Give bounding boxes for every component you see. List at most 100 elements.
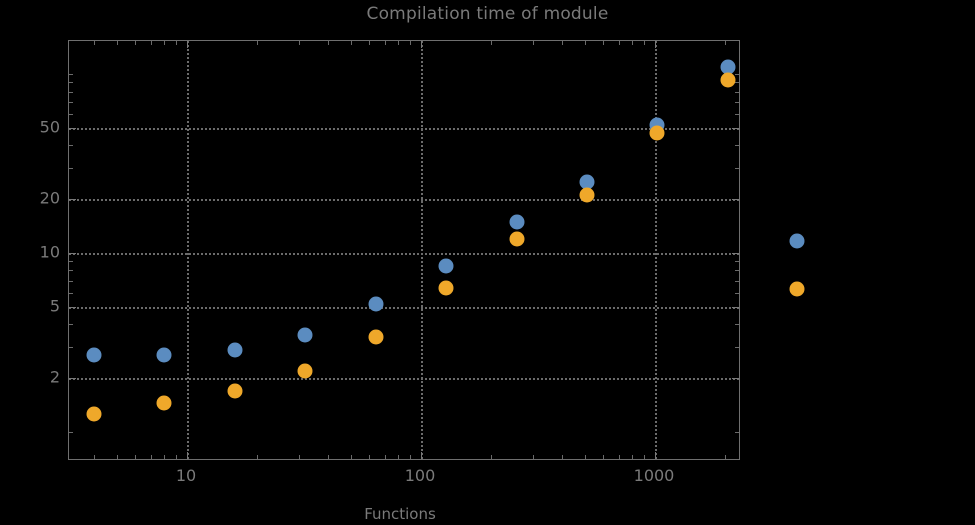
data-point xyxy=(649,125,665,141)
data-point xyxy=(156,347,172,363)
x-tick-minor-top xyxy=(298,41,300,45)
x-tick-major xyxy=(187,452,188,459)
x-tick-minor xyxy=(369,455,371,459)
y-tick-minor-right xyxy=(735,292,739,294)
data-point xyxy=(368,329,384,345)
x-tick-minor-top xyxy=(532,41,534,45)
data-point xyxy=(579,174,595,190)
x-tick-minor xyxy=(410,455,412,459)
y-tick-minor xyxy=(69,74,73,76)
y-tick-minor-right xyxy=(735,261,739,263)
data-point xyxy=(227,342,243,358)
y-tick-major-right xyxy=(732,306,739,308)
data-point xyxy=(438,280,454,296)
y-tick-major-right xyxy=(732,378,739,379)
y-tick-major-right xyxy=(732,128,739,130)
data-point xyxy=(156,395,172,411)
data-point xyxy=(227,383,243,399)
y-tick-major xyxy=(69,253,76,255)
x-tick-major xyxy=(655,452,656,459)
y-tick-minor xyxy=(69,91,73,93)
x-tick-minor xyxy=(327,455,329,459)
x-tick-minor xyxy=(398,455,400,459)
x-tick-minor xyxy=(164,455,166,459)
y-tick-label: 50 xyxy=(39,117,60,137)
plot-area xyxy=(68,40,740,460)
x-tick-minor xyxy=(584,455,586,459)
y-tick-label: 20 xyxy=(39,188,60,208)
x-tick-minor xyxy=(644,455,646,459)
y-tick-minor-right xyxy=(735,324,739,326)
x-tick-minor-top xyxy=(410,41,412,45)
gridline-vertical xyxy=(187,41,189,459)
y-tick-minor-right xyxy=(735,280,739,282)
x-tick-minor xyxy=(603,455,605,459)
gridline-vertical xyxy=(421,41,423,459)
x-tick-minor xyxy=(116,455,118,459)
x-tick-minor-top xyxy=(384,41,386,45)
x-axis-title: Functions xyxy=(364,505,436,523)
gridline-horizontal xyxy=(69,199,739,202)
y-tick-minor-right xyxy=(735,74,739,76)
x-tick-minor-top xyxy=(491,41,493,45)
y-tick-minor xyxy=(69,101,73,103)
y-tick-minor xyxy=(69,167,73,169)
y-tick-label: 2 xyxy=(49,367,60,387)
y-tick-minor-right xyxy=(735,167,739,169)
y-tick-minor xyxy=(69,113,73,115)
y-tick-major xyxy=(69,378,76,379)
plot-inner xyxy=(69,41,739,459)
data-point xyxy=(297,327,313,343)
x-tick-major-top xyxy=(421,41,422,48)
y-tick-minor-right xyxy=(735,346,739,348)
y-tick-minor xyxy=(69,346,73,348)
y-tick-minor xyxy=(69,261,73,263)
gridline-horizontal xyxy=(69,306,739,309)
x-tick-minor-top xyxy=(561,41,563,45)
x-tick-minor-top xyxy=(618,41,620,45)
x-tick-minor-top xyxy=(369,41,371,45)
data-point xyxy=(509,214,525,230)
y-tick-minor xyxy=(69,431,73,433)
x-tick-minor-top xyxy=(725,41,727,45)
y-tick-major xyxy=(69,199,76,201)
data-point xyxy=(86,347,102,363)
y-tick-minor-right xyxy=(735,113,739,115)
y-tick-minor-right xyxy=(735,270,739,272)
gridline-horizontal xyxy=(69,378,739,380)
y-tick-minor xyxy=(69,82,73,84)
data-point xyxy=(789,233,805,249)
x-tick-label: 100 xyxy=(404,466,436,485)
x-tick-minor-top xyxy=(164,41,166,45)
x-tick-minor-top xyxy=(150,41,152,45)
x-tick-minor xyxy=(350,455,352,459)
x-tick-minor-top xyxy=(603,41,605,45)
x-tick-minor xyxy=(150,455,152,459)
x-tick-minor-top xyxy=(644,41,646,45)
x-tick-minor xyxy=(176,455,178,459)
data-point xyxy=(509,231,525,247)
x-tick-major xyxy=(421,452,422,459)
y-tick-minor xyxy=(69,324,73,326)
y-tick-minor xyxy=(69,270,73,272)
x-tick-major-top xyxy=(655,41,656,48)
data-point xyxy=(789,281,805,297)
x-tick-minor xyxy=(257,455,259,459)
y-tick-major-right xyxy=(732,199,739,201)
x-tick-label: 10 xyxy=(175,466,197,485)
x-tick-minor xyxy=(93,455,95,459)
x-tick-minor xyxy=(561,455,563,459)
y-tick-major xyxy=(69,306,76,308)
y-tick-major xyxy=(69,128,76,130)
x-tick-minor-top xyxy=(327,41,329,45)
y-tick-minor-right xyxy=(735,91,739,93)
gridline-horizontal xyxy=(69,253,739,256)
x-tick-minor xyxy=(491,455,493,459)
y-tick-minor xyxy=(69,292,73,294)
y-tick-minor-right xyxy=(735,82,739,84)
x-tick-minor-top xyxy=(350,41,352,45)
x-tick-minor-top xyxy=(93,41,95,45)
x-tick-minor xyxy=(725,455,727,459)
x-tick-minor xyxy=(298,455,300,459)
y-tick-minor xyxy=(69,280,73,282)
